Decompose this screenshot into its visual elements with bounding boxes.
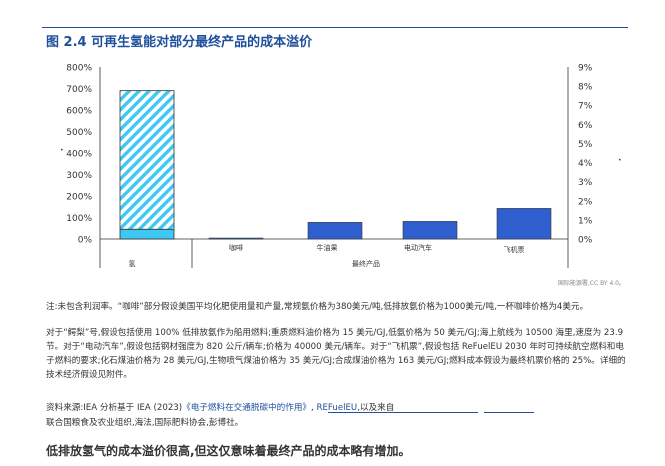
right-tick-label: 0% xyxy=(578,236,593,246)
right-tick-label: 9% xyxy=(578,64,593,74)
category-label: 牛油果 xyxy=(317,243,338,252)
bar-1 xyxy=(208,237,264,240)
sources-line2: 联合国粮食及农业组织,海法,国际肥料协会,彭博社。 xyxy=(46,418,244,428)
summary-text: 低排放氢气的成本溢价很高,但这仅意味着最终产品的成本略有增加。 xyxy=(46,444,411,458)
source-link-efuels[interactable]: 《电子燃料在交通脱碳中的作用》 xyxy=(182,403,312,413)
right-tick-label: 2% xyxy=(578,197,593,207)
figure-title: 图 2.4 可再生氢能对部分最终产品的成本溢价 xyxy=(46,35,313,50)
category-label: 电动汽车 xyxy=(404,243,432,252)
right-tick-label: 1% xyxy=(578,216,593,226)
right-tick-label: 3% xyxy=(578,178,593,188)
left-tick-label: 800% xyxy=(66,64,92,74)
left-tick-label: 600% xyxy=(66,107,92,117)
bar-hydrogen-base xyxy=(119,228,175,240)
top-rule xyxy=(42,27,628,28)
chart: 0% 100% 200% 300% 400% 500% 600% 700% 800% 0% 1% 2%… xyxy=(66,64,593,268)
left-tick-label: 700% xyxy=(66,85,92,95)
left-tick-label: 200% xyxy=(66,193,92,203)
link-underline xyxy=(328,412,478,413)
left-tick-label: 500% xyxy=(66,128,92,138)
category-group-label: 最终产品 xyxy=(352,259,380,268)
right-tick-label: 6% xyxy=(578,121,593,131)
sources-suffix: ,以及来自 xyxy=(357,403,395,413)
category-label: 氢 xyxy=(129,259,136,268)
right-tick-label: 4% xyxy=(578,159,593,169)
figure-credit: 国际能源署,CC BY 4.0。 xyxy=(557,280,625,287)
bar-hydrogen-premium xyxy=(119,90,175,230)
left-tick-label: 400% xyxy=(66,150,92,160)
bar-4 xyxy=(496,208,552,240)
left-tick-label: 300% xyxy=(66,171,92,181)
right-tick-label: 5% xyxy=(578,140,593,150)
bar-2 xyxy=(307,222,363,240)
category-label: 咖啡 xyxy=(229,243,243,252)
right-tick-label: 7% xyxy=(578,102,593,112)
sources: 资料来源:IEA 分析基于 IEA (2023)《电子燃料在交通脱碳中的作用》,… xyxy=(46,401,606,431)
source-link-refueleu[interactable]: REFuelEU xyxy=(316,403,358,413)
stray-dot: • xyxy=(618,157,622,164)
link-underline xyxy=(484,412,534,413)
note-2: 对于“鳄梨”号,假设包括使用 100% 低排放氨作为船用燃料;重质燃料油价格为 … xyxy=(46,328,626,380)
left-tick-label: 0% xyxy=(78,236,93,246)
left-tick-label: 100% xyxy=(66,214,92,224)
sources-sep: , xyxy=(311,403,317,413)
bar-3 xyxy=(402,221,458,240)
stray-dot: • xyxy=(60,147,64,154)
category-label: 飞机票 xyxy=(504,245,525,254)
right-tick-label: 8% xyxy=(578,83,593,93)
sources-prefix: 资料来源:IEA 分析基于 IEA (2023) xyxy=(46,403,183,413)
note-1: 注:未包含利润率。“咖啡”部分假设美国平均化肥使用量和产量,常规氨价格为380美… xyxy=(46,302,589,312)
